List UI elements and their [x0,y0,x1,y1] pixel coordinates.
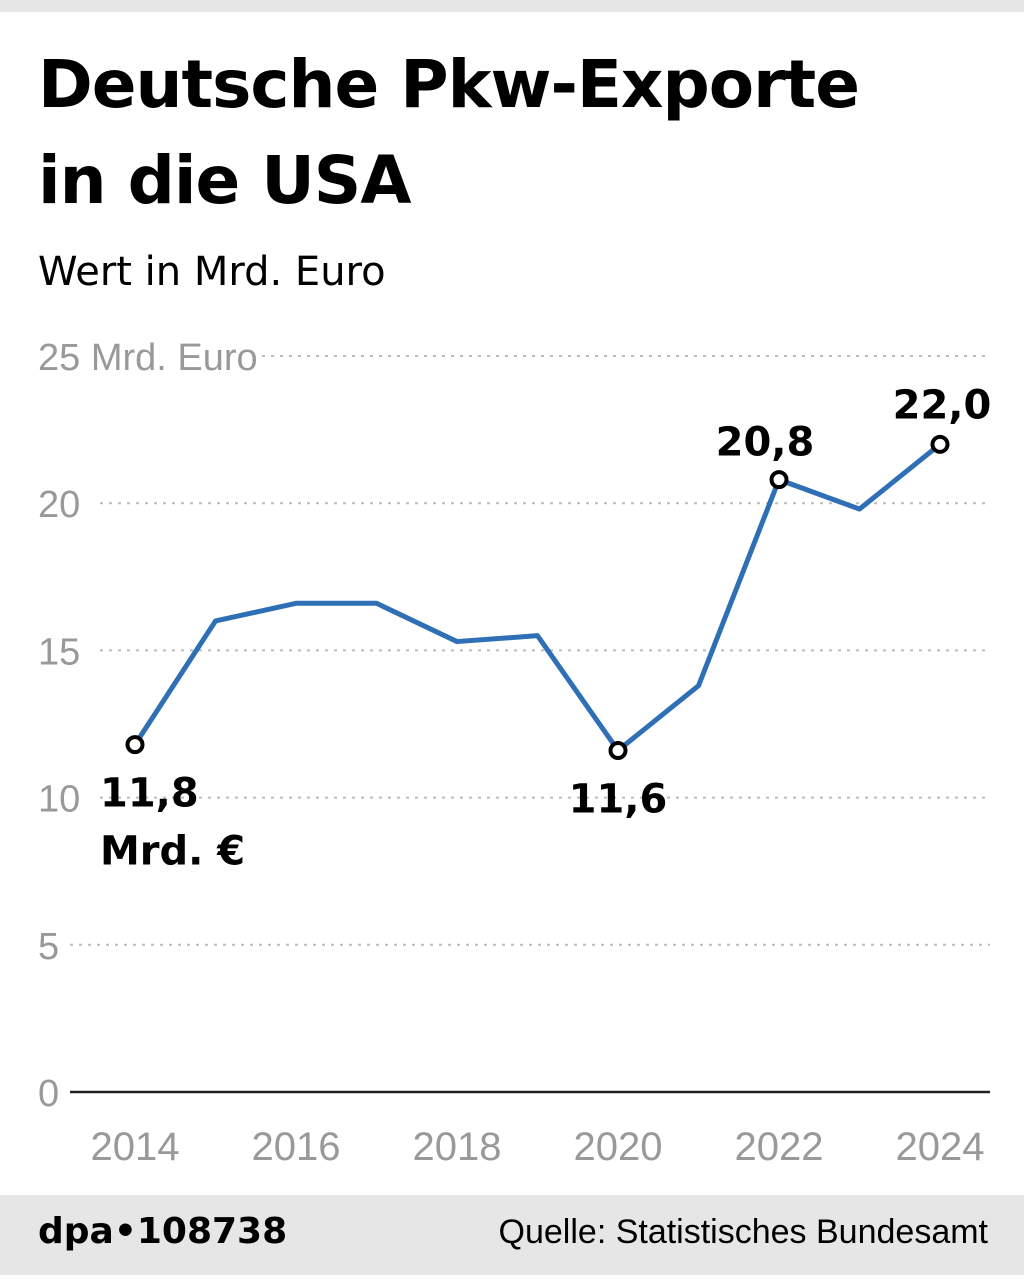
title-line-2: in die USA [38,142,411,219]
data-point-marker [608,740,628,760]
y-tick-label: 25 Mrd. Euro [38,337,258,379]
data-point-marker [125,735,145,755]
data-label: 11,8 [100,771,199,817]
data-label: 20,8 [716,420,815,466]
chart-title: Deutsche Pkw-Exporte in die USA [38,46,860,219]
title-line-1: Deutsche Pkw-Exporte [38,46,860,123]
footer: dpa•108738 Quelle: Statistisches Bundesa… [0,1195,1024,1275]
data-label: 11,6 [569,776,668,822]
y-tick-label: 10 [38,779,80,821]
x-tick-label: 2014 [91,1125,180,1169]
y-tick-label: 20 [38,484,80,526]
data-point-marker [769,470,789,490]
top-bar [0,0,1024,12]
credit: dpa•108738 [38,1211,288,1252]
chart-subtitle: Wert in Mrd. Euro [38,249,386,295]
data-label: 22,0 [893,382,992,428]
y-tick-label: 5 [38,926,59,968]
x-tick-label: 2020 [574,1125,663,1169]
source: Quelle: Statistisches Bundesamt [498,1213,988,1251]
data-point-marker [930,434,950,454]
y-tick-label: 0 [38,1073,59,1115]
series-line [132,442,942,753]
x-tick-label: 2022 [735,1125,824,1169]
x-tick-label: 2024 [896,1125,985,1169]
y-tick-label: 15 [38,631,80,673]
data-label-unit: Mrd. € [100,829,245,875]
x-tick-label: 2018 [413,1125,502,1169]
x-tick-label: 2016 [252,1125,341,1169]
